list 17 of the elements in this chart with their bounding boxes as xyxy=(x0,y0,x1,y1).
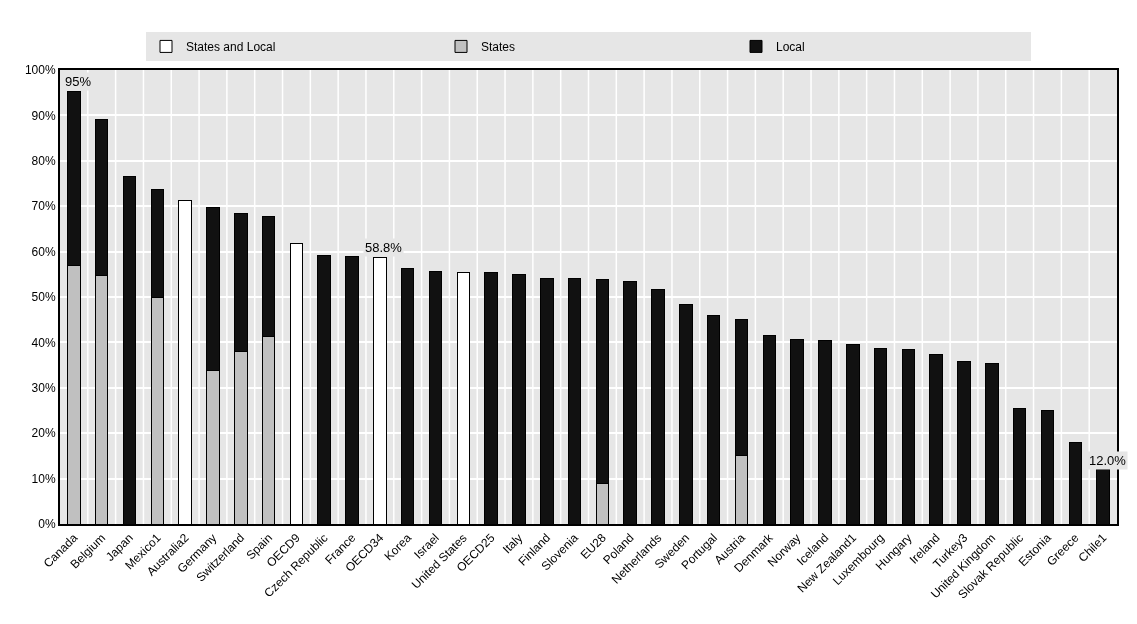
y-tick-label: 20% xyxy=(31,426,56,441)
y-tick-label: 10% xyxy=(31,471,56,486)
y-tick-label: 100% xyxy=(24,63,56,78)
y-tick-label: 60% xyxy=(31,244,56,259)
total-label: 95% xyxy=(65,74,92,89)
legend-label: States xyxy=(481,40,516,55)
y-tick-label: 40% xyxy=(31,335,56,350)
y-tick-label: 80% xyxy=(31,154,56,168)
y-tick-label: 0% xyxy=(38,517,56,532)
y-tick-label: 50% xyxy=(31,290,56,305)
y-tick-label: 30% xyxy=(31,381,56,395)
legend-label: Local xyxy=(776,40,805,55)
y-tick-label: 70% xyxy=(31,199,56,214)
total-label: 12.0% xyxy=(1089,453,1127,468)
total-label: 58.8% xyxy=(365,240,403,255)
legend-label: States and Local xyxy=(186,40,276,55)
y-tick-label: 90% xyxy=(31,108,56,123)
